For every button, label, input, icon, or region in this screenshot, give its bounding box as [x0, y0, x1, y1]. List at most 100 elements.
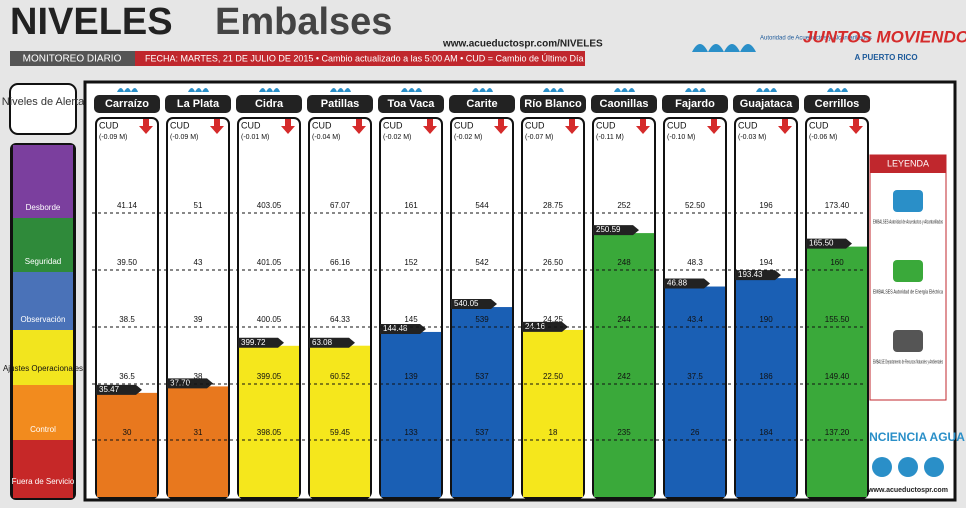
threshold: 39 — [194, 315, 203, 324]
threshold: 52.50 — [685, 201, 706, 210]
threshold: 59.45 — [330, 428, 351, 437]
down-arrow — [423, 119, 437, 134]
aaa-logo: Autoridad de Acueductos y Alcantarillado… — [760, 36, 872, 42]
cud-change: (-0.06 M) — [809, 134, 837, 141]
threshold: 544 — [475, 201, 489, 210]
threshold: 252 — [617, 201, 631, 210]
down-arrow — [778, 119, 792, 134]
threshold: 48.3 — [687, 258, 703, 267]
alert-level: Observación — [21, 315, 66, 324]
level-value: 24.16 — [525, 322, 546, 331]
legend-item: EMBALSE Departamento de Recursos Natural… — [873, 359, 943, 365]
alert-title-box — [9, 83, 77, 135]
reservoir-icon — [330, 88, 351, 92]
fecha-bg — [135, 51, 585, 66]
threshold: 22.50 — [543, 372, 564, 381]
level-value: 63.08 — [312, 338, 333, 347]
cud-change: (-0.02 M) — [454, 134, 482, 141]
level-tag — [735, 270, 781, 281]
cud-change: (-0.03 M) — [738, 134, 766, 141]
reservoir-name: Patillas — [321, 98, 360, 110]
threshold: 149.40 — [825, 372, 850, 381]
level-bar — [97, 392, 157, 497]
cud-label: CUD — [170, 120, 190, 130]
reservoir-name: La Plata — [177, 98, 220, 110]
cud-change: (-0.01 M) — [241, 134, 269, 141]
cud-label: CUD — [525, 120, 545, 130]
alert-level: Seguridad — [25, 257, 61, 266]
cud-change: (-0.02 M) — [383, 134, 411, 141]
alert-band — [13, 440, 73, 498]
threshold: 66.16 — [330, 258, 351, 267]
threshold: 67.07 — [330, 201, 351, 210]
level-value: 399.72 — [241, 338, 266, 347]
reservoir-icon — [614, 88, 635, 92]
threshold: 537 — [475, 428, 489, 437]
cud-change: (-0.09 M) — [170, 134, 198, 141]
threshold: 161 — [404, 201, 418, 210]
threshold: 152 — [404, 258, 418, 267]
social-icon — [924, 457, 944, 477]
name-pill — [236, 95, 302, 113]
threshold: 28.75 — [543, 201, 564, 210]
level-tag — [664, 278, 710, 289]
conciencia: CONCIENCIA AGUA — [851, 430, 965, 444]
social-icon — [872, 457, 892, 477]
threshold: 31 — [194, 428, 203, 437]
level-tag — [380, 323, 426, 334]
level-value: 193.43 — [738, 270, 763, 279]
threshold: 26 — [691, 428, 700, 437]
name-pill — [804, 95, 870, 113]
threshold: 244 — [617, 315, 631, 324]
legend-title: LEYENDA — [887, 158, 929, 168]
threshold: 139 — [404, 372, 418, 381]
level-value: 165.50 — [809, 239, 834, 248]
down-arrow — [139, 119, 153, 134]
puerto-rico: A PUERTO RICO — [854, 53, 917, 62]
reservoir-name: Cidra — [255, 98, 284, 110]
threshold: 537 — [475, 372, 489, 381]
name-pill — [307, 95, 373, 113]
level-tag — [806, 238, 852, 249]
cud-label: CUD — [454, 120, 474, 130]
threshold: 145 — [404, 315, 418, 324]
level-bar — [665, 286, 725, 497]
threshold: 173.40 — [825, 201, 850, 210]
cud-change: (-0.10 M) — [667, 134, 695, 141]
threshold: 24.25 — [543, 315, 564, 324]
reservoir-icon — [188, 88, 209, 92]
legend-item: EMBALSES Autoridad de Acueductos y Alcan… — [873, 219, 943, 225]
threshold: 37.5 — [687, 372, 703, 381]
threshold: 401.05 — [257, 258, 282, 267]
level-bar — [523, 329, 583, 497]
threshold: 242 — [617, 372, 631, 381]
level-value: 46.88 — [667, 279, 688, 288]
name-pill — [591, 95, 657, 113]
threshold: 26.50 — [543, 258, 564, 267]
reservoir-name: Carite — [466, 98, 497, 110]
down-arrow — [352, 119, 366, 134]
cud-change: (-0.07 M) — [525, 134, 553, 141]
threshold: 194 — [759, 258, 773, 267]
legend-icon — [893, 190, 923, 212]
threshold: 160 — [830, 258, 844, 267]
cud-change: (-0.11 M) — [596, 134, 624, 141]
social-icon — [898, 457, 918, 477]
level-value: 35.47 — [99, 385, 120, 394]
reservoir-icon — [472, 88, 493, 92]
level-bar — [310, 345, 370, 497]
threshold: 403.05 — [257, 201, 282, 210]
alert-band — [13, 330, 73, 385]
threshold: 30 — [123, 428, 132, 437]
title-light: Embalses — [215, 1, 392, 43]
threshold: 18 — [549, 428, 558, 437]
reservoir-icon — [827, 88, 848, 92]
alert-level: Ajustes Operacionales — [3, 364, 83, 373]
reservoir-name: Carraízo — [105, 98, 149, 110]
alert-level: Desborde — [26, 203, 61, 212]
down-arrow — [210, 119, 224, 134]
cud-change: (-0.04 M) — [312, 134, 340, 141]
juntos: JUNTOS MOVIENDO — [803, 27, 966, 46]
name-pill — [94, 95, 160, 113]
